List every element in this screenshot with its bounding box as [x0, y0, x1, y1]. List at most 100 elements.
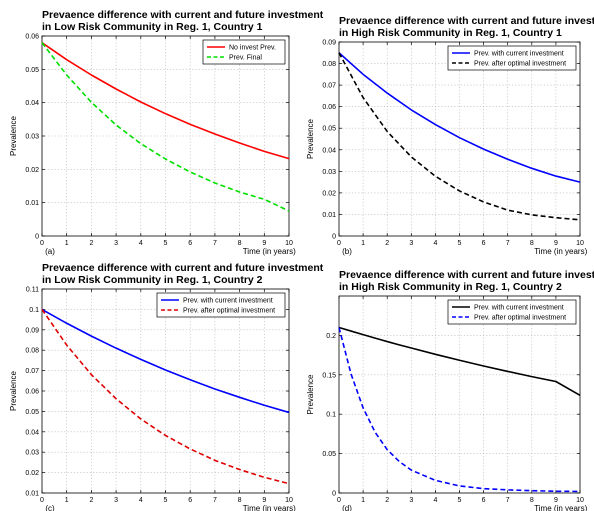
x-tick-label: 0: [337, 497, 341, 504]
panel-label: (d): [342, 504, 352, 511]
legend: Prev. with current investment Prev. after…: [156, 292, 286, 318]
y-tick-label: 0.02: [25, 470, 39, 477]
x-tick-label: 6: [188, 240, 192, 247]
chart-title: Prevaence difference with current and fu…: [339, 15, 594, 27]
y-tick-label: 0.08: [322, 61, 336, 68]
y-tick-label: 0.03: [25, 450, 39, 457]
x-tick-label: 9: [262, 240, 266, 247]
y-tick-label: 0.09: [322, 40, 336, 47]
panel-label: (c): [45, 504, 55, 511]
x-tick-label: 10: [576, 497, 584, 504]
legend-box: [156, 292, 286, 318]
x-tick-label: 0: [40, 240, 44, 247]
x-tick-label: 10: [576, 240, 584, 247]
y-tick-label: 0.01: [25, 200, 39, 207]
y-tick-label: 0.01: [25, 491, 39, 498]
x-axis-label: Time (in years): [534, 247, 587, 256]
y-tick-label: 0.08: [25, 348, 39, 355]
x-tick-label: 4: [433, 240, 437, 247]
panel-label: (b): [342, 247, 352, 256]
y-tick-label: 0.1: [326, 412, 336, 419]
x-axis-label: Time (in years): [243, 247, 296, 256]
x-tick-label: 6: [482, 240, 486, 247]
x-tick-label: 10: [285, 240, 293, 247]
x-tick-label: 2: [89, 240, 93, 247]
chart-panel-4: Prevaence difference with current and fu…: [306, 269, 594, 511]
legend-label: Prev. with current investment: [474, 51, 564, 58]
legend: Prev. with current investment Prev. after…: [447, 45, 577, 71]
chart-title: in Low Risk Community in Reg. 1, Country…: [42, 274, 263, 286]
x-tick-label: 1: [361, 240, 365, 247]
legend-box: [447, 45, 577, 71]
chart-title: in High Risk Community in Reg. 1, Countr…: [339, 281, 562, 293]
chart-title: Prevaence difference with current and fu…: [339, 269, 594, 281]
x-tick-label: 6: [188, 497, 192, 504]
x-tick-label: 10: [285, 497, 293, 504]
y-tick-label: 0.07: [322, 83, 336, 90]
x-tick-label: 9: [262, 497, 266, 504]
y-tick-label: 0.05: [322, 451, 336, 458]
y-tick-label: 0.07: [25, 368, 39, 375]
series-line-1: [338, 326, 581, 396]
x-tick-label: 4: [139, 497, 143, 504]
series-line-2: [41, 42, 290, 212]
legend-label: Prev. after optimal investment: [183, 308, 275, 315]
y-tick-label: 0.02: [25, 167, 39, 174]
chart-title: Prevaence difference with current and fu…: [42, 262, 324, 274]
chart-title: in Low Risk Community in Reg. 1, Country…: [42, 21, 263, 33]
series-line-2: [41, 308, 290, 485]
y-axis-label: Prevalence: [9, 370, 18, 411]
x-tick-label: 7: [506, 497, 510, 504]
x-tick-label: 3: [409, 497, 413, 504]
y-tick-label: 0.01: [322, 212, 336, 219]
x-tick-label: 7: [213, 497, 217, 504]
x-tick-label: 7: [506, 240, 510, 247]
y-tick-label: 0.06: [25, 389, 39, 396]
y-tick-label: 0.05: [25, 409, 39, 416]
y-tick-label: 0.02: [322, 190, 336, 197]
x-tick-label: 6: [482, 497, 486, 504]
legend-box: [202, 39, 286, 65]
chart-panel-1: Prevaence difference with current and fu…: [9, 9, 324, 256]
y-tick-label: 0.06: [322, 104, 336, 111]
x-tick-label: 5: [164, 497, 168, 504]
x-tick-label: 3: [114, 497, 118, 504]
x-tick-label: 0: [337, 240, 341, 247]
y-tick-label: 0.09: [25, 327, 39, 334]
chart-title: in High Risk Community in Reg. 1, Countr…: [339, 27, 562, 39]
x-tick-label: 2: [385, 240, 389, 247]
x-tick-label: 5: [164, 240, 168, 247]
x-tick-label: 5: [458, 240, 462, 247]
y-tick-label: 0.05: [322, 126, 336, 133]
legend-label: Prev. after optimal investment: [474, 61, 566, 68]
x-axis-label: Time (in years): [534, 504, 587, 511]
chart-panel-3: Prevaence difference with current and fu…: [9, 262, 324, 511]
x-tick-label: 8: [530, 497, 534, 504]
y-tick-label: 0: [35, 234, 39, 241]
y-axis-label: Prevalence: [9, 115, 18, 156]
y-tick-label: 0: [332, 491, 336, 498]
series-line-2: [338, 327, 581, 493]
x-tick-label: 2: [385, 497, 389, 504]
x-tick-label: 8: [530, 240, 534, 247]
legend-label: Prev. Final: [229, 55, 262, 62]
y-axis-label: Prevalence: [306, 118, 315, 159]
chart-panel-2: Prevaence difference with current and fu…: [306, 15, 594, 256]
y-tick-label: 0.05: [25, 67, 39, 74]
legend: Prev. with current investment Prev. after…: [447, 299, 577, 325]
x-tick-label: 9: [554, 240, 558, 247]
y-tick-label: 0.06: [25, 34, 39, 41]
x-tick-label: 7: [213, 240, 217, 247]
y-tick-label: 0.1: [29, 307, 39, 314]
x-tick-label: 8: [238, 240, 242, 247]
x-tick-label: 2: [89, 497, 93, 504]
x-tick-label: 1: [361, 497, 365, 504]
x-tick-label: 1: [65, 497, 69, 504]
x-tick-label: 1: [65, 240, 69, 247]
series-line-2: [338, 52, 581, 221]
series-line-1: [338, 52, 581, 183]
y-tick-label: 0.2: [326, 333, 336, 340]
legend-label: Prev. with current investment: [183, 298, 273, 305]
x-tick-label: 9: [554, 497, 558, 504]
